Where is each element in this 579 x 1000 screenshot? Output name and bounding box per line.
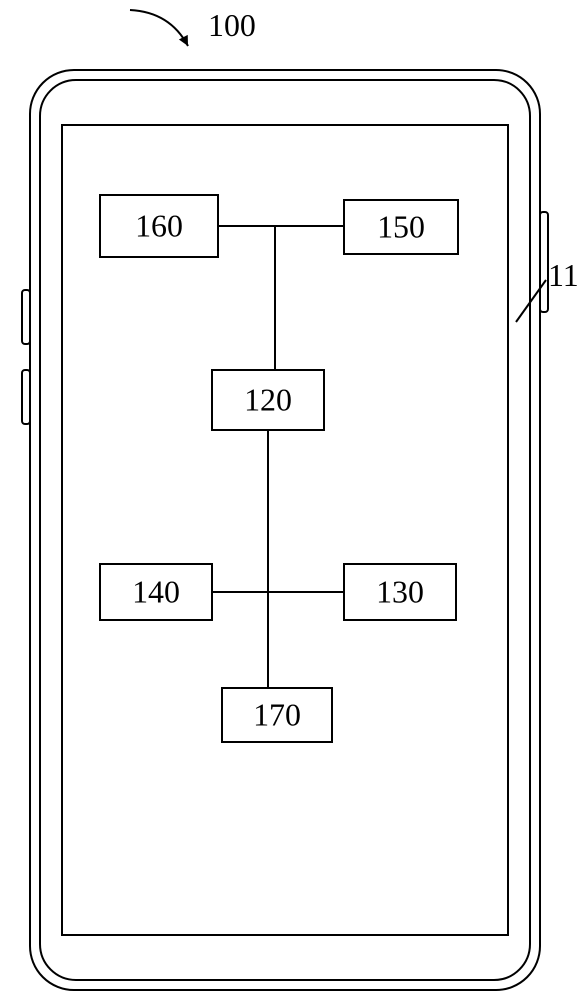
side-button-left-0 [22, 290, 30, 344]
phone-inner-shell [40, 80, 530, 980]
diagram-svg: 160 150 120 140 130 170 [0, 0, 579, 1000]
node-label-140: 140 [132, 575, 180, 610]
reference-arc [130, 10, 188, 46]
side-button-right-0 [540, 212, 548, 312]
free-label-100: 100 [208, 8, 256, 44]
node-label-150: 150 [377, 210, 425, 245]
figure-canvas: 160 150 120 140 130 170 100 110 [0, 0, 579, 1000]
reference-arc-arrowhead [179, 35, 188, 46]
node-label-160: 160 [135, 209, 183, 244]
node-label-120: 120 [244, 383, 292, 418]
free-label-110: 110 [548, 258, 579, 294]
node-label-130: 130 [376, 575, 424, 610]
phone-outer-shell [30, 70, 540, 990]
node-label-170: 170 [253, 698, 301, 733]
phone-screen [62, 125, 508, 935]
side-button-left-1 [22, 370, 30, 424]
